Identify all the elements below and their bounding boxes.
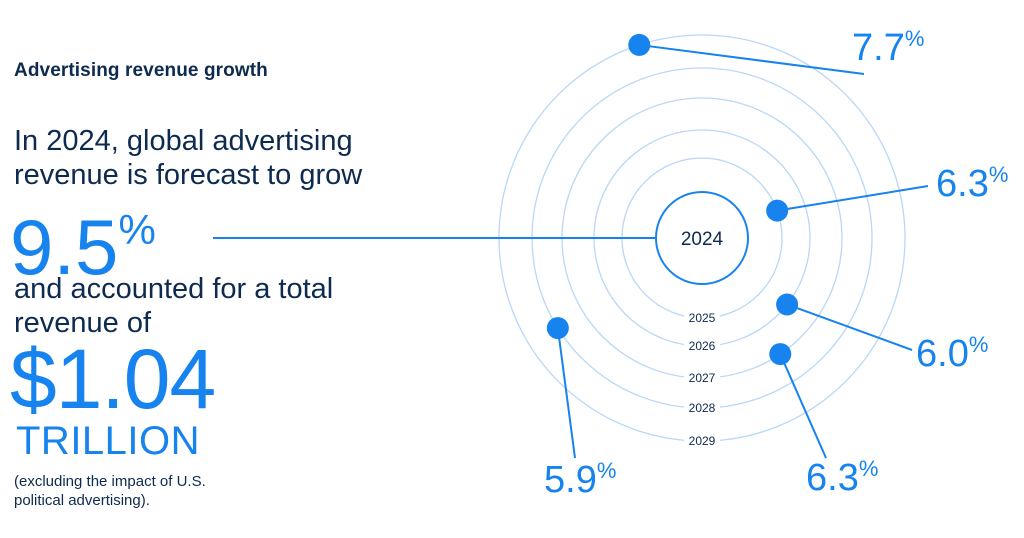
rate-label-2027: 6.3% [806, 456, 878, 499]
year-label-2028: 2028 [689, 401, 716, 415]
rate-label-2029: 7.7% [852, 26, 924, 69]
leader-line-2026 [786, 303, 913, 351]
marker-2026 [776, 293, 799, 316]
rate-label-2028: 5.9% [544, 458, 616, 501]
leader-line-2029 [639, 43, 865, 75]
growth-figure: 9.5% [10, 188, 156, 289]
year-label-2025: 2025 [689, 311, 716, 325]
year-label-2029: 2029 [689, 434, 716, 448]
marker-2025 [766, 199, 789, 222]
year-label-2026: 2026 [689, 339, 716, 353]
center-circle [655, 191, 749, 285]
leader-line-2028 [556, 327, 576, 459]
year-label-group: 2025 2026 2027 2028 2029 [684, 310, 720, 448]
middle-text: and accounted for a total revenue of [14, 273, 334, 339]
year-label-2027: 2027 [689, 371, 716, 385]
year-label-bg [684, 400, 720, 415]
chart-title: Advertising revenue growth [14, 60, 268, 81]
year-label-bg [684, 433, 720, 448]
marker-2027 [769, 343, 792, 366]
revenue-value: $1.04 [10, 332, 216, 426]
marker-group: 7.7% 6.3% 6.0% 6.3% 5.9% [544, 26, 1008, 501]
growth-value: 9.5 [10, 203, 119, 291]
marker-2028 [546, 317, 569, 340]
marker-2029 [628, 33, 651, 56]
year-label-bg [684, 338, 720, 353]
revenue-unit: TRILLION [16, 419, 201, 463]
rate-label-2025: 6.3% [936, 162, 1008, 205]
leader-line-2027 [779, 353, 827, 459]
year-label-bg [684, 310, 720, 325]
year-label-bg [684, 370, 720, 385]
intro-text: In 2024, global advertising revenue is f… [14, 125, 363, 191]
footnote: (excluding the impact of U.S. political … [14, 473, 206, 509]
rate-label-2026: 6.0% [916, 332, 988, 375]
center-year-label: 2024 [681, 229, 724, 250]
growth-unit: % [118, 206, 156, 253]
leader-line-2025 [777, 185, 929, 212]
